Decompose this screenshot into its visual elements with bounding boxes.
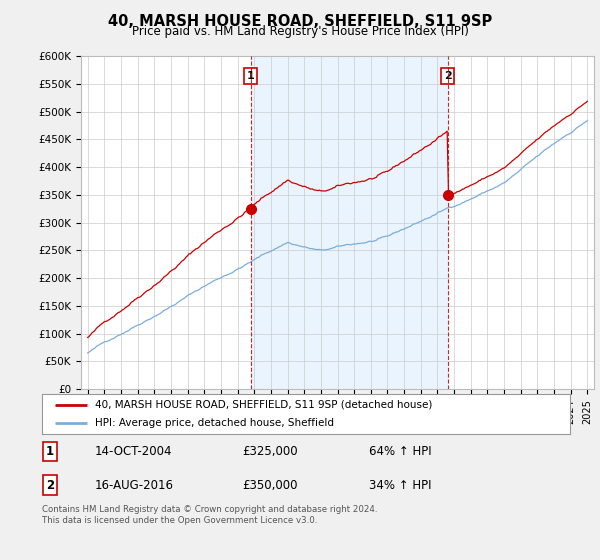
Text: 1: 1 xyxy=(247,71,254,81)
Text: 1: 1 xyxy=(46,445,54,458)
Text: £325,000: £325,000 xyxy=(242,445,298,458)
Text: £350,000: £350,000 xyxy=(242,479,298,492)
Text: 2: 2 xyxy=(46,479,54,492)
Text: 40, MARSH HOUSE ROAD, SHEFFIELD, S11 9SP (detached house): 40, MARSH HOUSE ROAD, SHEFFIELD, S11 9SP… xyxy=(95,400,432,409)
Text: Price paid vs. HM Land Registry's House Price Index (HPI): Price paid vs. HM Land Registry's House … xyxy=(131,25,469,38)
Text: 16-AUG-2016: 16-AUG-2016 xyxy=(95,479,174,492)
Text: Contains HM Land Registry data © Crown copyright and database right 2024.
This d: Contains HM Land Registry data © Crown c… xyxy=(42,505,377,525)
Text: 34% ↑ HPI: 34% ↑ HPI xyxy=(370,479,432,492)
Text: 14-OCT-2004: 14-OCT-2004 xyxy=(95,445,172,458)
Text: 40, MARSH HOUSE ROAD, SHEFFIELD, S11 9SP: 40, MARSH HOUSE ROAD, SHEFFIELD, S11 9SP xyxy=(108,14,492,29)
Text: HPI: Average price, detached house, Sheffield: HPI: Average price, detached house, Shef… xyxy=(95,418,334,428)
Text: 2: 2 xyxy=(444,71,452,81)
Bar xyxy=(251,56,448,389)
Text: 64% ↑ HPI: 64% ↑ HPI xyxy=(370,445,432,458)
